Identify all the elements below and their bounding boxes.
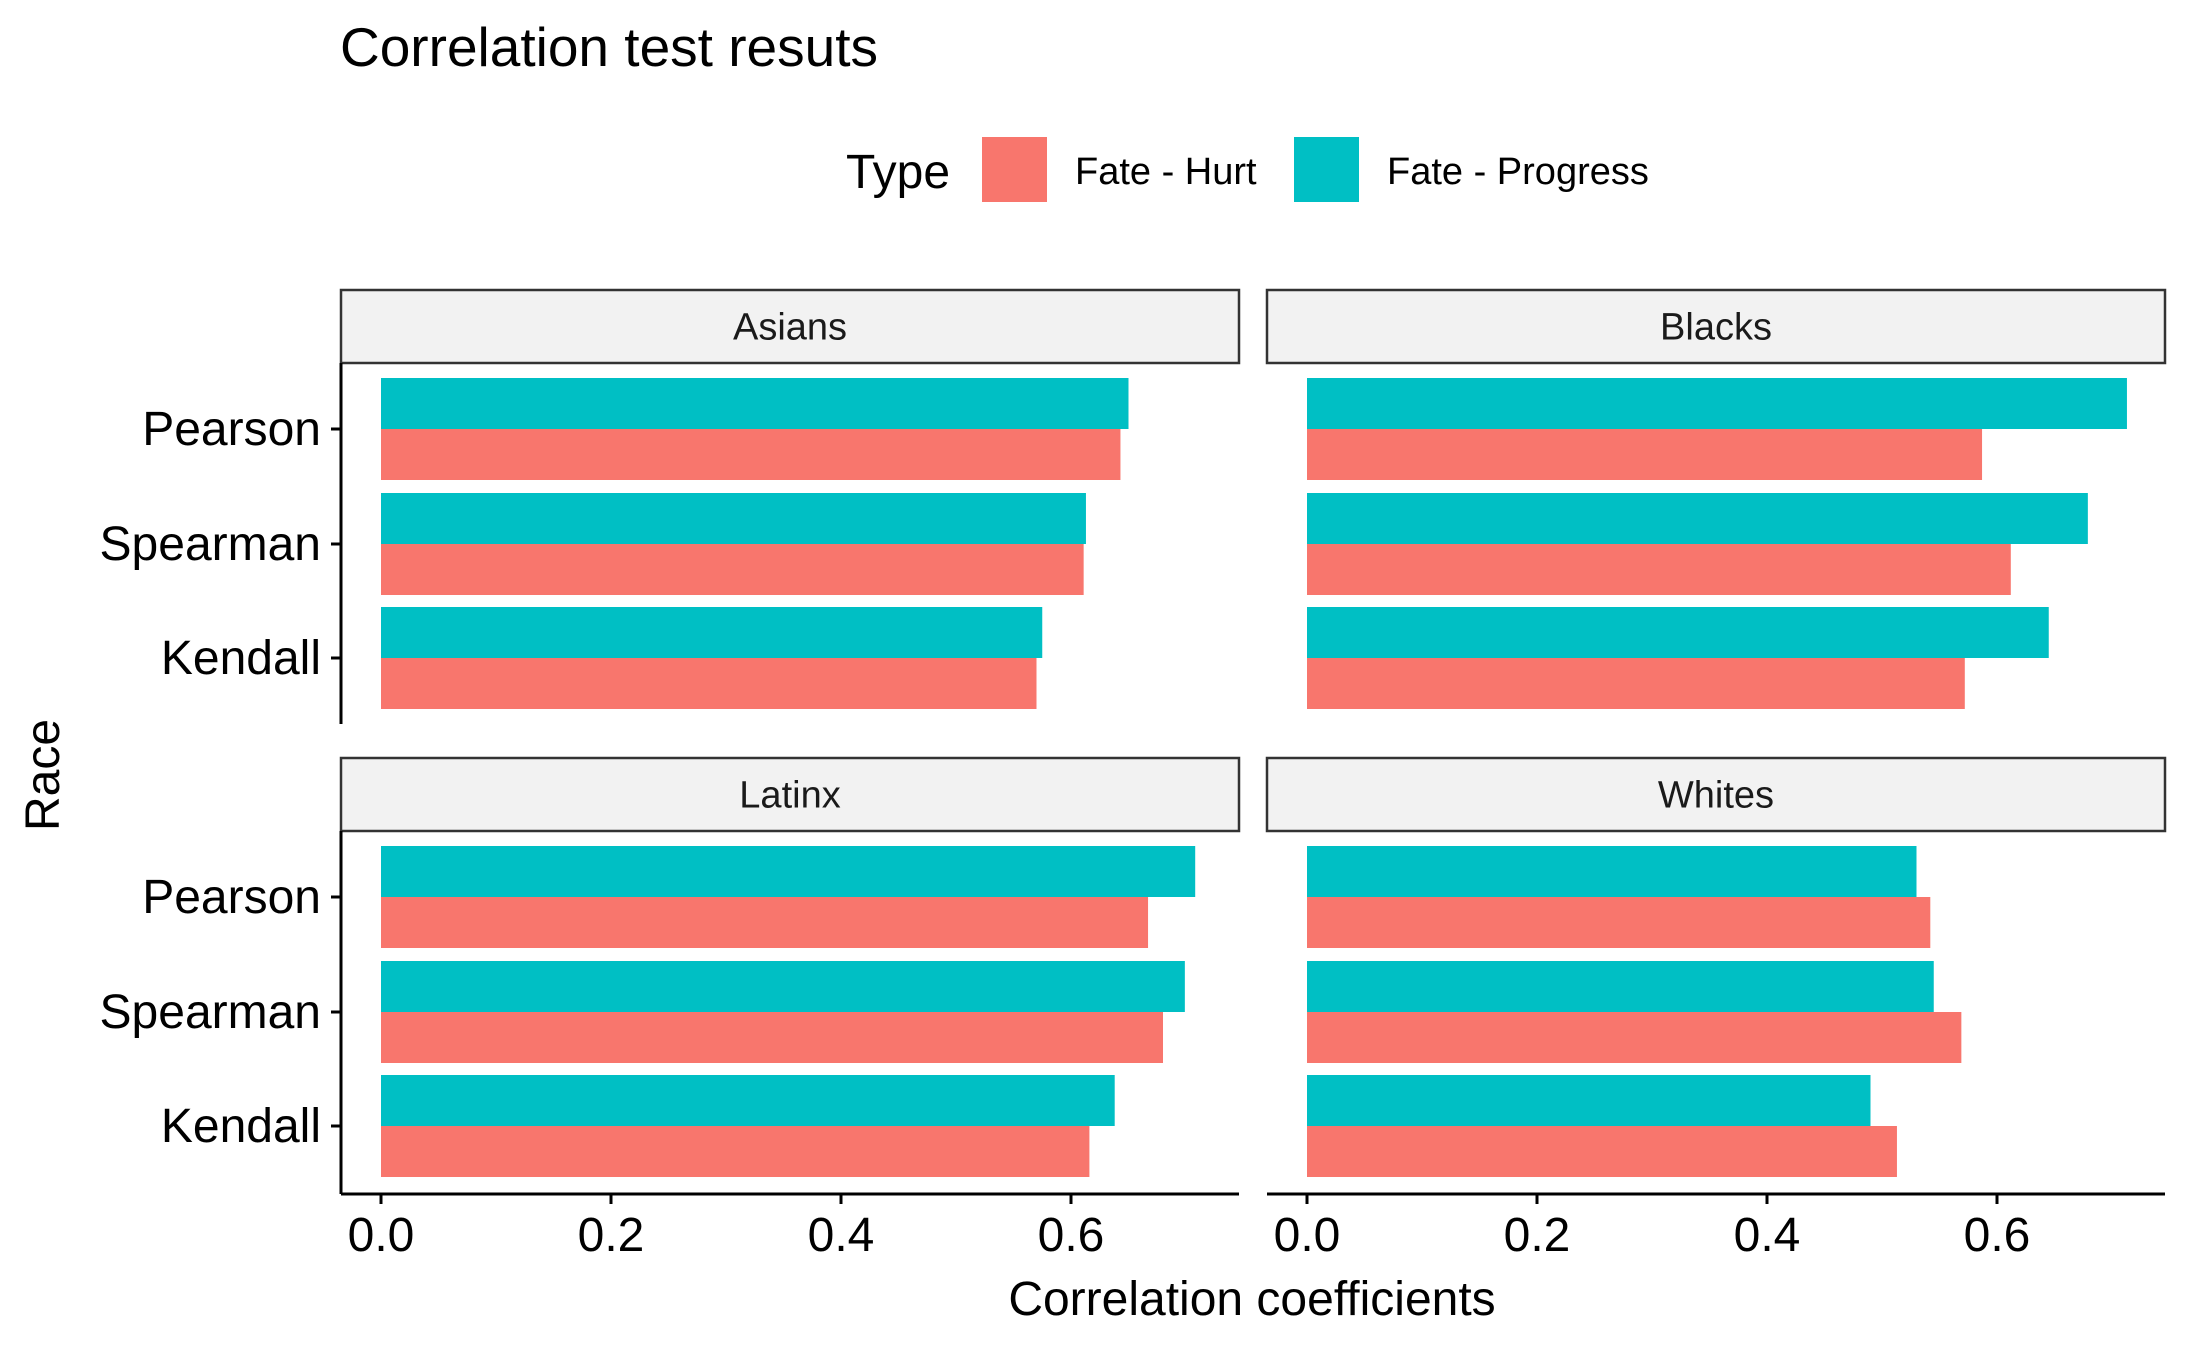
x-tick-label-whites-0: 0.0 — [1274, 1209, 1341, 1262]
x-tick-label-latinx-1: 0.2 — [578, 1209, 645, 1262]
bar-latinx-pearson-fate-hurt — [381, 897, 1149, 948]
bar-blacks-kendall-fate-hurt — [1307, 658, 1965, 709]
x-tick-label-whites-1: 0.2 — [1504, 1209, 1571, 1262]
bar-whites-pearson-fate-progress — [1307, 846, 1917, 897]
bar-blacks-spearman-fate-progress — [1307, 493, 2088, 544]
bar-blacks-kendall-fate-progress — [1307, 607, 2049, 658]
y-tick-label-asians-kendall: Kendall — [161, 632, 321, 685]
facet-strip-whites — [1265, 756, 2167, 833]
x-tick-label-latinx-3: 0.6 — [1038, 1209, 1105, 1262]
chart-title: Correlation test resuts — [340, 16, 878, 78]
y-tick-label-latinx-kendall: Kendall — [161, 1100, 321, 1153]
y-tick-label-latinx-spearman: Spearman — [100, 986, 321, 1039]
facet-strip-asians — [339, 288, 1241, 365]
x-tick-label-latinx-2: 0.4 — [808, 1209, 875, 1262]
bar-asians-spearman-fate-progress — [381, 493, 1086, 544]
legend-key-fate-hurt — [982, 137, 1047, 202]
bar-whites-pearson-fate-hurt — [1307, 897, 1931, 948]
facet-asians: Asians Pearson Spearman Kendall — [100, 288, 1241, 724]
y-tick-label-latinx-pearson: Pearson — [142, 871, 321, 924]
bar-asians-pearson-fate-hurt — [381, 429, 1121, 480]
facet-strip-label-whites: Whites — [1658, 775, 1774, 817]
facet-strip-label-blacks: Blacks — [1660, 307, 1772, 349]
legend-label-fate-progress: Fate - Progress — [1387, 151, 1649, 193]
facet-strip-latinx — [339, 756, 1241, 833]
legend: Type Fate - Hurt Fate - Progress — [846, 137, 1649, 202]
bar-whites-spearman-fate-progress — [1307, 961, 1934, 1012]
legend-title: Type — [846, 146, 950, 199]
x-tick-label-latinx-0: 0.0 — [348, 1209, 415, 1262]
bar-whites-kendall-fate-progress — [1307, 1075, 1871, 1126]
x-tick-label-whites-2: 0.4 — [1734, 1209, 1801, 1262]
facet-strip-blacks — [1265, 288, 2167, 365]
bar-latinx-pearson-fate-progress — [381, 846, 1196, 897]
facet-panels: Asians Pearson Spearman Kendall Blacks Latinx… — [100, 288, 2167, 1262]
bar-latinx-spearman-fate-hurt — [381, 1012, 1163, 1063]
facet-strip-label-asians: Asians — [733, 307, 847, 349]
bar-asians-kendall-fate-hurt — [381, 658, 1037, 709]
x-tick-label-whites-3: 0.6 — [1964, 1209, 2031, 1262]
y-tick-label-asians-pearson: Pearson — [142, 403, 321, 456]
bar-latinx-kendall-fate-progress — [381, 1075, 1115, 1126]
y-axis-title: Race — [17, 719, 70, 831]
y-tick-label-asians-spearman: Spearman — [100, 518, 321, 571]
bar-whites-spearman-fate-hurt — [1307, 1012, 1962, 1063]
facet-blacks: Blacks — [1265, 288, 2167, 709]
bar-latinx-spearman-fate-progress — [381, 961, 1185, 1012]
legend-label-fate-hurt: Fate - Hurt — [1075, 151, 1257, 193]
bar-blacks-pearson-fate-progress — [1307, 378, 2127, 429]
legend-key-fate-progress — [1294, 137, 1359, 202]
x-axis-title: Correlation coefficients — [1008, 1273, 1495, 1326]
bar-latinx-kendall-fate-hurt — [381, 1126, 1090, 1177]
facet-whites: Whites 0.0 0.2 0.4 0.6 — [1265, 756, 2167, 1262]
bar-blacks-spearman-fate-hurt — [1307, 544, 2011, 595]
bar-asians-spearman-fate-hurt — [381, 544, 1084, 595]
bar-whites-kendall-fate-hurt — [1307, 1126, 1897, 1177]
bar-blacks-pearson-fate-hurt — [1307, 429, 1983, 480]
facet-strip-label-latinx: Latinx — [739, 775, 840, 817]
bar-asians-kendall-fate-progress — [381, 607, 1043, 658]
bar-asians-pearson-fate-progress — [381, 378, 1129, 429]
facet-latinx: Latinx Pearson Spearman Kendall 0.0 0.2 0.4 0.6 — [100, 756, 1241, 1262]
